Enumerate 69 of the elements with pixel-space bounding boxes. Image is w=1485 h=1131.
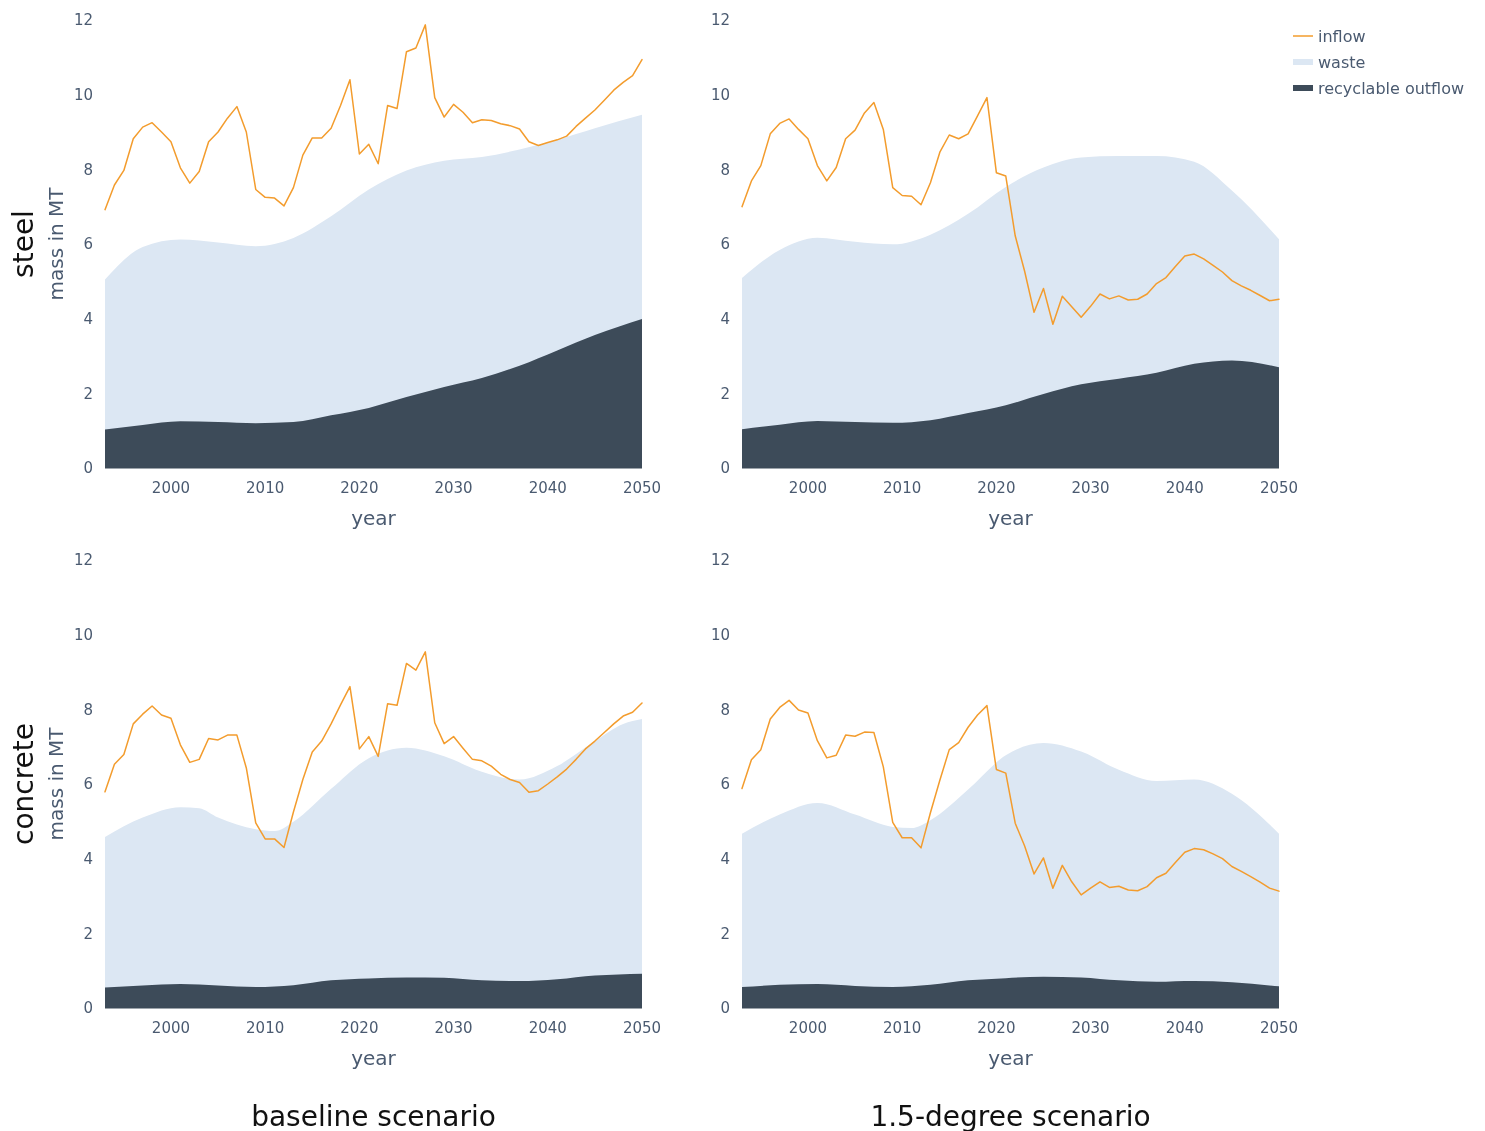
line-series xyxy=(104,24,643,211)
x-tick-label: 2040 xyxy=(1165,1019,1204,1037)
x-tick-label: 2000 xyxy=(151,1019,191,1037)
x-tick-label: 2010 xyxy=(883,1019,922,1037)
x-axis-title: year xyxy=(351,506,397,530)
line-series xyxy=(741,96,1280,326)
x-tick-label: 2030 xyxy=(434,1019,473,1037)
y-tick-label: 12 xyxy=(73,551,93,570)
x-tick-label: 2020 xyxy=(340,479,379,497)
x-tick-label: 2000 xyxy=(788,1019,828,1037)
y-tick-label: 8 xyxy=(83,160,93,179)
x-tick-label: 2030 xyxy=(1071,479,1110,497)
x-tick-label: 2050 xyxy=(622,1019,662,1037)
y-tick-label: 6 xyxy=(720,775,730,794)
y-tick-label: 2 xyxy=(720,924,730,943)
y-tick-label: 4 xyxy=(720,309,730,328)
line-series xyxy=(741,699,1280,896)
y-tick-label: 6 xyxy=(83,775,93,794)
text: baseline scenario xyxy=(251,1100,496,1131)
x-tick-label: 2030 xyxy=(1071,1019,1110,1037)
y-tick-label: 2 xyxy=(83,384,93,403)
y-tick-label: 0 xyxy=(83,999,93,1018)
y-tick-label: 4 xyxy=(83,849,93,868)
y-axis-title: mass in MT xyxy=(44,186,68,301)
y-tick-label: 0 xyxy=(720,459,730,478)
x-tick-label: 2010 xyxy=(246,479,285,497)
line-series xyxy=(104,651,643,849)
y-axis-title: mass in MT xyxy=(44,726,68,841)
x-axis-title: year xyxy=(351,1046,397,1070)
legend-label: inflow xyxy=(1318,26,1366,46)
y-tick-label: 6 xyxy=(720,235,730,254)
y-tick-label: 10 xyxy=(710,85,730,104)
x-tick-label: 2050 xyxy=(622,479,662,497)
text: concrete xyxy=(7,723,40,845)
y-tick-label: 4 xyxy=(720,849,730,868)
x-tick-label: 2040 xyxy=(528,479,567,497)
legend-label: waste xyxy=(1318,52,1366,72)
y-tick-label: 0 xyxy=(720,999,730,1018)
x-tick-label: 2030 xyxy=(434,479,473,497)
y-tick-label: 4 xyxy=(83,309,93,328)
y-tick-label: 12 xyxy=(73,11,93,30)
text: 1.5-degree scenario xyxy=(870,1100,1151,1131)
y-tick-label: 8 xyxy=(720,160,730,179)
x-tick-label: 2040 xyxy=(528,1019,567,1037)
y-tick-label: 2 xyxy=(83,924,93,943)
x-axis-title: year xyxy=(988,1046,1034,1070)
x-tick-label: 2040 xyxy=(1165,479,1204,497)
x-tick-label: 2000 xyxy=(788,479,828,497)
y-tick-label: 10 xyxy=(73,85,93,104)
text: steel xyxy=(7,210,40,278)
x-tick-label: 2020 xyxy=(340,1019,379,1037)
x-tick-label: 2050 xyxy=(1259,479,1299,497)
x-tick-label: 2050 xyxy=(1259,1019,1299,1037)
y-tick-label: 6 xyxy=(83,235,93,254)
x-tick-label: 2020 xyxy=(977,1019,1016,1037)
x-axis-title: year xyxy=(988,506,1034,530)
y-tick-label: 0 xyxy=(83,459,93,478)
y-tick-label: 8 xyxy=(83,700,93,719)
x-tick-label: 2000 xyxy=(151,479,191,497)
y-tick-label: 10 xyxy=(73,625,93,644)
y-tick-label: 2 xyxy=(720,384,730,403)
x-tick-label: 2010 xyxy=(883,479,922,497)
y-tick-label: 10 xyxy=(710,625,730,644)
x-tick-label: 2010 xyxy=(246,1019,285,1037)
legend-label: recyclable outflow xyxy=(1318,78,1465,98)
y-tick-label: 12 xyxy=(710,11,730,30)
y-tick-label: 8 xyxy=(720,700,730,719)
y-tick-label: 12 xyxy=(710,551,730,570)
x-tick-label: 2020 xyxy=(977,479,1016,497)
